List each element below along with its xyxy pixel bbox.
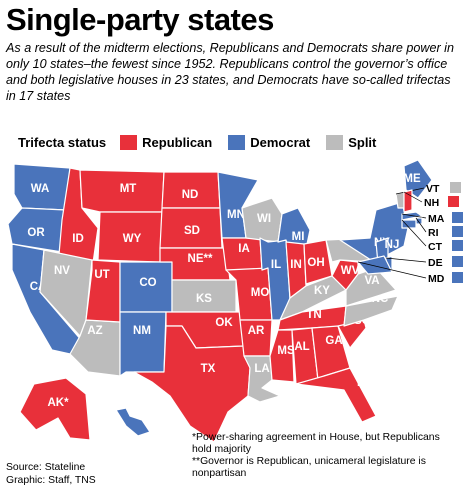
state-or: [7, 207, 67, 253]
state-label-oh: OH: [307, 257, 324, 269]
state-label-md: MD: [428, 273, 445, 285]
state-tx: [133, 325, 251, 443]
state-label-al: AL: [294, 341, 309, 353]
state-ak: [19, 377, 91, 441]
callout-line-nh: [403, 191, 423, 203]
callout-swatch-md: [452, 272, 463, 283]
state-nm: [119, 311, 167, 377]
state-label-ct: CT: [428, 241, 443, 253]
legend-label-split: Split: [348, 134, 377, 150]
footnotes: *Power-sharing agreement in House, but R…: [192, 432, 462, 480]
state-label-hi: HI: [140, 411, 152, 423]
state-nh: [403, 189, 413, 213]
state-label-nd: ND: [182, 189, 199, 201]
state-label-ut: UT: [94, 269, 109, 281]
state-me: [403, 159, 433, 199]
legend-swatch-republican: [120, 134, 138, 150]
state-label-ma: MA: [428, 213, 445, 225]
state-label-wi: WI: [257, 213, 271, 225]
state-hi: [115, 407, 151, 437]
state-label-il: IL: [271, 259, 281, 271]
state-label-ia: IA: [238, 243, 250, 255]
state-label-wa: WA: [31, 183, 50, 195]
callout-swatch-nh: [448, 196, 459, 207]
state-label-sd: SD: [184, 225, 200, 237]
credit-text: Graphic: Staff, TNS: [6, 474, 96, 486]
state-label-id: ID: [72, 233, 84, 245]
callout-swatch-ma: [452, 212, 463, 223]
callout-line-ma: [401, 213, 427, 219]
state-fl: [295, 367, 377, 423]
callout-line-md: [357, 261, 427, 279]
state-wv: [331, 259, 359, 291]
subtitle: As a result of the midterm elections, Re…: [6, 41, 454, 103]
callout-swatch-ri: [452, 226, 463, 237]
state-label-mn: MN: [227, 209, 245, 221]
legend-title: Trifecta status: [18, 134, 107, 150]
state-label-tn: TN: [306, 309, 321, 321]
state-label-wy: WY: [123, 233, 142, 245]
state-label-ga: GA: [325, 335, 342, 347]
state-ut: [85, 259, 121, 323]
legend-item-republican: Republican: [120, 134, 213, 150]
state-label-in: IN: [290, 259, 302, 271]
callout-swatch-vt: [450, 182, 461, 193]
state-md: [357, 255, 393, 275]
source-credit: Source: Stateline Graphic: Staff, TNS: [6, 462, 96, 487]
callout-line-ct: [401, 219, 427, 247]
state-label-vt: VT: [426, 183, 440, 195]
state-label-or: OR: [27, 227, 45, 239]
state-label-ri: RI: [428, 227, 439, 239]
state-label-va: VA: [364, 275, 379, 287]
state-label-mo: MO: [251, 287, 270, 299]
legend-swatch-democrat: [228, 134, 246, 150]
legend-label-democrat: Democrat: [250, 134, 311, 150]
state-label-ky: KY: [314, 285, 330, 297]
state-label-az: AZ: [87, 325, 102, 337]
legend-item-democrat: Democrat: [228, 134, 311, 150]
state-label-nj: NJ: [385, 239, 400, 251]
legend-swatch-split: [326, 134, 344, 150]
footnote-nebraska: **Governor is Republican, unicameral leg…: [192, 456, 426, 479]
callout-swatch-de: [452, 256, 463, 267]
state-label-ak: AK*: [47, 397, 69, 409]
state-label-ms: MS: [277, 345, 295, 357]
state-ms: [269, 329, 295, 383]
state-label-mt: MT: [120, 183, 137, 195]
footnote-alaska: *Power-sharing agreement in House, but R…: [192, 432, 440, 455]
state-label-fl: FL: [357, 377, 371, 389]
state-label-co: CO: [139, 277, 156, 289]
legend-label-republican: Republican: [142, 134, 213, 150]
state-label-de: DE: [428, 257, 443, 269]
state-label-mi: MI: [292, 231, 305, 243]
state-label-ne: NE**: [188, 253, 213, 265]
state-label-nh: NH: [424, 197, 439, 209]
us-map: WAORCAIDNVAZMTWYUTCONMNDSDNE**KSOKTXMNIA…: [0, 150, 465, 460]
state-label-ks: KS: [196, 293, 212, 305]
state-vt: [395, 191, 405, 209]
legend: Trifecta status Republican Democrat Spli…: [18, 133, 392, 151]
source-text: Source: Stateline: [6, 462, 86, 473]
state-label-ar: AR: [248, 325, 265, 337]
state-label-la: LA: [254, 363, 269, 375]
page-title: Single-party states: [6, 2, 274, 37]
state-label-tx: TX: [201, 363, 216, 375]
callout-line-ri: [415, 217, 427, 233]
legend-item-split: Split: [326, 134, 377, 150]
state-nc: [343, 295, 399, 327]
state-ct: [401, 219, 417, 229]
state-label-ok: OK: [215, 317, 233, 329]
state-label-nm: NM: [133, 325, 151, 337]
state-label-nv: NV: [54, 265, 70, 277]
state-label-me: ME: [403, 173, 421, 185]
callout-swatch-ct: [452, 240, 463, 251]
callout-line-de: [385, 257, 427, 263]
state-label-wv: WV: [341, 265, 360, 277]
